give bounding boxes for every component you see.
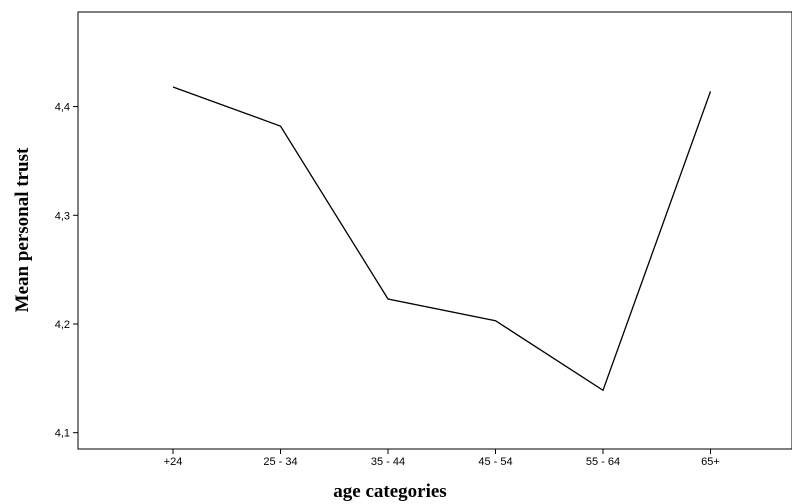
y-tick-label: 4,3 bbox=[55, 210, 70, 222]
x-tick-label: 35 - 44 bbox=[371, 456, 405, 468]
x-tick-label: +24 bbox=[164, 456, 183, 468]
y-tick-label: 4,2 bbox=[55, 319, 70, 331]
y-axis-title: Mean personal trust bbox=[12, 147, 33, 312]
y-axis: 4,1 4,2 4,3 4,4 bbox=[55, 102, 78, 440]
y-tick-label: 4,1 bbox=[55, 428, 70, 440]
x-axis-title: age categories bbox=[333, 481, 446, 502]
x-tick-label: 25 - 34 bbox=[263, 456, 297, 468]
x-tick-label: 45 - 54 bbox=[478, 456, 512, 468]
x-axis: +24 25 - 34 35 - 44 45 - 54 55 - 64 65+ bbox=[164, 449, 720, 468]
x-tick-label: 55 - 64 bbox=[586, 456, 620, 468]
y-tick-label: 4,4 bbox=[55, 102, 70, 114]
series-line bbox=[172, 86, 712, 392]
x-tick-label: 65+ bbox=[701, 456, 720, 468]
plot-area bbox=[77, 11, 792, 450]
